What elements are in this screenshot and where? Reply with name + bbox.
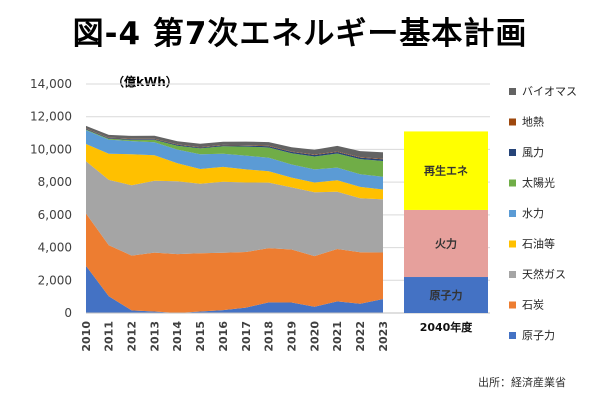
legend-label: 原子力: [522, 329, 555, 342]
bar-segment-label: 原子力: [430, 288, 463, 302]
x-tick-label: 2014: [171, 321, 184, 352]
x-tick-label: 2011: [103, 321, 116, 352]
area-series-原子力: [86, 265, 383, 313]
x-tick-label: 2010: [80, 321, 93, 352]
y-tick-label: 12,000: [30, 110, 72, 124]
legend-label: 風力: [522, 146, 544, 159]
bar-category-label: 2040年度: [420, 320, 474, 334]
area-series-バイオマス: [86, 125, 383, 159]
legend-swatch: [509, 118, 516, 126]
y-tick-label: 14,000: [30, 77, 72, 91]
legend-swatch: [509, 271, 516, 278]
legend-swatch: [509, 88, 516, 95]
area-series-水力: [86, 130, 383, 190]
bar-segment-label: 再生エネ: [424, 164, 468, 178]
bar-segment-火力: [404, 209, 488, 278]
legend-label: 水力: [522, 207, 544, 220]
legend-label: 天然ガス: [522, 267, 566, 281]
x-tick-label: 2021: [331, 321, 344, 352]
legend-label: 石油等: [522, 237, 555, 251]
x-tick-label: 2017: [240, 321, 253, 352]
legend-swatch: [509, 240, 516, 248]
legend-swatch: [509, 210, 516, 217]
y-tick-label: 10,000: [30, 142, 72, 156]
x-tick-label: 2018: [263, 321, 276, 352]
legend-label: 地熱: [522, 116, 544, 129]
chart-title: 図-4 第7次エネルギー基本計画: [72, 16, 528, 52]
source-note: 出所：経済産業省: [478, 376, 566, 389]
legend-swatch: [509, 332, 516, 339]
x-tick-label: 2016: [217, 321, 230, 352]
y-tick-label: 4,000: [38, 241, 72, 255]
x-tick-label: 2020: [308, 321, 321, 352]
bar-segment-原子力: [404, 277, 488, 313]
x-tick-label: 2019: [285, 321, 298, 352]
area-series-石油等: [86, 144, 383, 200]
y-tick-label: 6,000: [38, 208, 72, 222]
legend-label: バイオマス: [522, 85, 577, 98]
bar-segment-再生エネ: [404, 131, 488, 210]
y-tick-label: 8,000: [38, 175, 72, 189]
legend-swatch: [509, 301, 516, 309]
y-tick-label: 0: [64, 306, 72, 320]
unit-label: （億kWh）: [112, 75, 178, 89]
legend-label: 太陽光: [522, 176, 555, 190]
bar-segment-label: 火力: [435, 236, 457, 250]
x-tick-label: 2022: [354, 321, 367, 352]
x-tick-label: 2012: [126, 321, 139, 352]
x-tick-label: 2015: [194, 321, 207, 352]
area-series-石炭: [86, 213, 383, 313]
legend-swatch: [509, 149, 516, 156]
area-series-天然ガス: [86, 161, 383, 257]
x-tick-label: 2023: [377, 321, 390, 352]
x-tick-label: 2013: [148, 321, 161, 352]
y-tick-label: 2,000: [38, 273, 72, 287]
legend-label: 石炭: [522, 299, 544, 312]
area-series-太陽光: [86, 129, 383, 177]
legend-swatch: [509, 179, 516, 187]
